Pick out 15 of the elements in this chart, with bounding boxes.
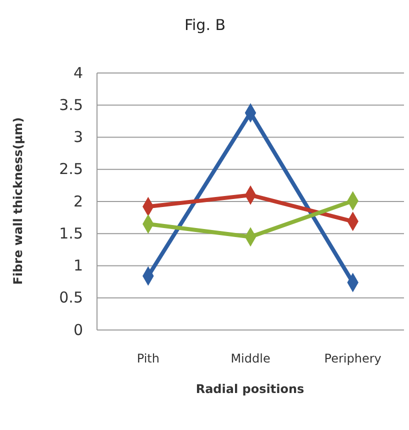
x-tick-label: Pith: [136, 352, 160, 366]
y-tick-label: 2: [73, 192, 83, 210]
y-tick-label: 3: [73, 128, 83, 146]
y-tick-label: 2.5: [59, 160, 83, 178]
y-axis-title: Fibre wall thickness(µm): [11, 117, 25, 285]
y-tick-label: 4: [73, 64, 83, 82]
y-tick-label: 0: [73, 320, 83, 339]
x-tick-label: Middle: [230, 352, 270, 366]
x-tick-label: Periphery: [324, 352, 382, 366]
y-tick-label: 0.5: [59, 288, 83, 307]
y-tick-label: 1: [73, 256, 83, 275]
y-tick-label: 3.5: [59, 96, 83, 114]
x-axis-title: Radial positions: [196, 382, 304, 396]
y-tick-label: 1.5: [59, 224, 83, 242]
chart-title: Fig. B: [184, 16, 226, 34]
